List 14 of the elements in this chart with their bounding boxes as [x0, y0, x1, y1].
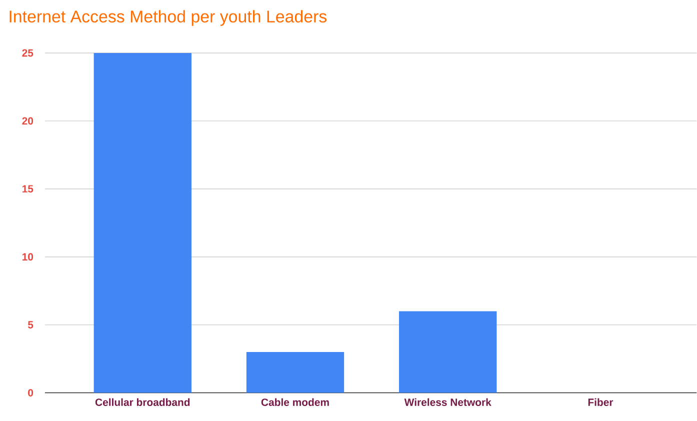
bar [246, 352, 344, 393]
x-tick-label: Cellular broadband [95, 398, 190, 406]
y-tick-label: 5 [28, 321, 34, 329]
bar [94, 53, 192, 393]
y-tick-label: 10 [22, 253, 34, 261]
y-tick-label: 20 [22, 117, 34, 125]
x-tick-label: Cable modem [261, 398, 329, 406]
bar [399, 311, 497, 393]
y-tick-label: 0 [28, 389, 34, 397]
x-tick-label: Wireless Network [404, 398, 492, 406]
y-tick-label: 15 [22, 185, 34, 193]
y-tick-label: 25 [22, 49, 34, 57]
chart-title: Internet Access Method per youth Leaders [10, 10, 327, 26]
x-tick-label: Fiber [588, 398, 614, 406]
